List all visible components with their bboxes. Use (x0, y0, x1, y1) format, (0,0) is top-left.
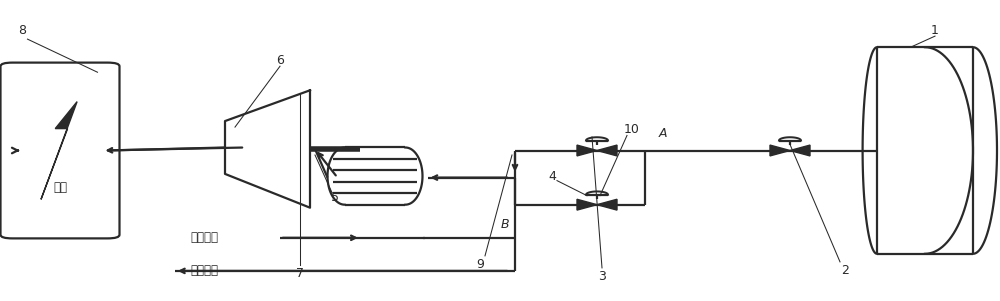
Polygon shape (597, 199, 617, 210)
Text: 3: 3 (598, 270, 606, 284)
Text: 4: 4 (548, 169, 556, 183)
Polygon shape (770, 145, 790, 156)
Text: 9: 9 (476, 258, 484, 272)
Text: 1: 1 (931, 23, 939, 37)
Text: 蓄热罐来: 蓄热罐来 (190, 231, 218, 244)
Polygon shape (577, 199, 597, 210)
Text: 10: 10 (624, 123, 640, 136)
Text: 6: 6 (276, 54, 284, 67)
Polygon shape (790, 145, 810, 156)
Text: 回蓄冷罐: 回蓄冷罐 (190, 264, 218, 278)
Polygon shape (577, 145, 597, 156)
Text: 5: 5 (331, 191, 339, 204)
Text: 排气: 排气 (53, 181, 67, 194)
Text: 2: 2 (841, 264, 849, 278)
Polygon shape (41, 102, 77, 199)
Polygon shape (597, 145, 617, 156)
Text: A: A (659, 127, 667, 141)
Text: 7: 7 (296, 267, 304, 281)
Text: 8: 8 (18, 23, 26, 37)
Text: B: B (501, 218, 509, 231)
